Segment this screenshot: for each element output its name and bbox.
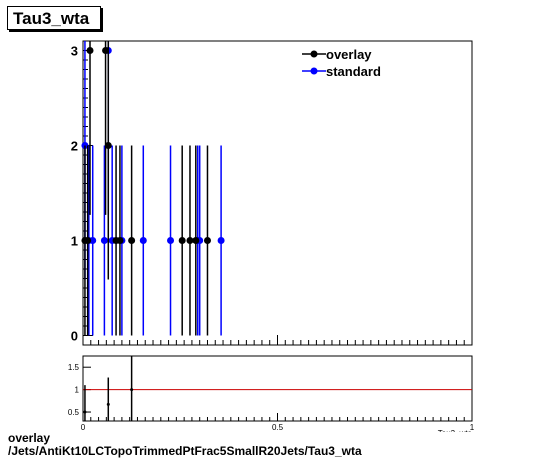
y-tick-label: 0: [71, 329, 78, 344]
overlay-marker: [86, 47, 94, 54]
standard-marker: [217, 237, 225, 244]
main-plot-panel: 0 1 2 3: [71, 40, 473, 346]
legend-label-standard: standard: [326, 64, 381, 79]
caption-line-1: overlay: [8, 431, 51, 445]
standard-marker: [100, 237, 108, 244]
histogram-title-box: Tau3_wta: [7, 6, 101, 30]
overlay-marker: [192, 237, 200, 244]
legend: overlay standard: [302, 47, 381, 79]
overlay-marker: [84, 237, 92, 244]
ratio-marker: [83, 410, 87, 414]
y-tick-label: 1: [71, 234, 78, 249]
ratio-x-tick-label: 0: [81, 423, 86, 432]
standard-marker: [167, 237, 175, 244]
overlay-marker: [102, 47, 110, 54]
ratio-x-tick-label: 1: [470, 423, 475, 432]
main-plot-frame: [82, 40, 473, 346]
overlay-marker: [178, 237, 186, 244]
overlay-marker: [116, 237, 124, 244]
overlay-marker: [128, 237, 136, 244]
x-axis-title: Tau3_wta: [438, 429, 473, 432]
legend-marker-standard: [310, 67, 318, 75]
legend-marker-overlay: [310, 50, 318, 58]
ratio-y-tick-label: 1: [75, 386, 80, 395]
caption-line-2: /Jets/AntiKt10LCTopoTrimmedPtFrac5SmallR…: [8, 444, 362, 458]
caption: overlay /Jets/AntiKt10LCTopoTrimmedPtFra…: [8, 432, 362, 458]
ratio-y-tick-label: 0.5: [68, 408, 80, 417]
standard-marker: [139, 237, 147, 244]
ratio-x-tick-label: 0.5: [272, 423, 284, 432]
overlay-marker: [186, 237, 194, 244]
ratio-y-tick-label: 1.5: [68, 363, 80, 372]
ratio-plot-frame: [82, 355, 473, 422]
overlay-marker: [203, 237, 211, 244]
y-tick-label: 3: [71, 44, 78, 59]
overlay-marker: [104, 142, 112, 149]
ratio-plot-panel: 0.511.500.51Tau3_wta: [68, 355, 475, 432]
standard-marker: [89, 237, 97, 244]
y-tick-label: 2: [71, 139, 78, 154]
ratio-marker: [106, 402, 110, 406]
histogram-title: Tau3_wta: [13, 9, 90, 28]
legend-label-overlay: overlay: [326, 47, 372, 62]
ratio-marker: [130, 388, 134, 392]
